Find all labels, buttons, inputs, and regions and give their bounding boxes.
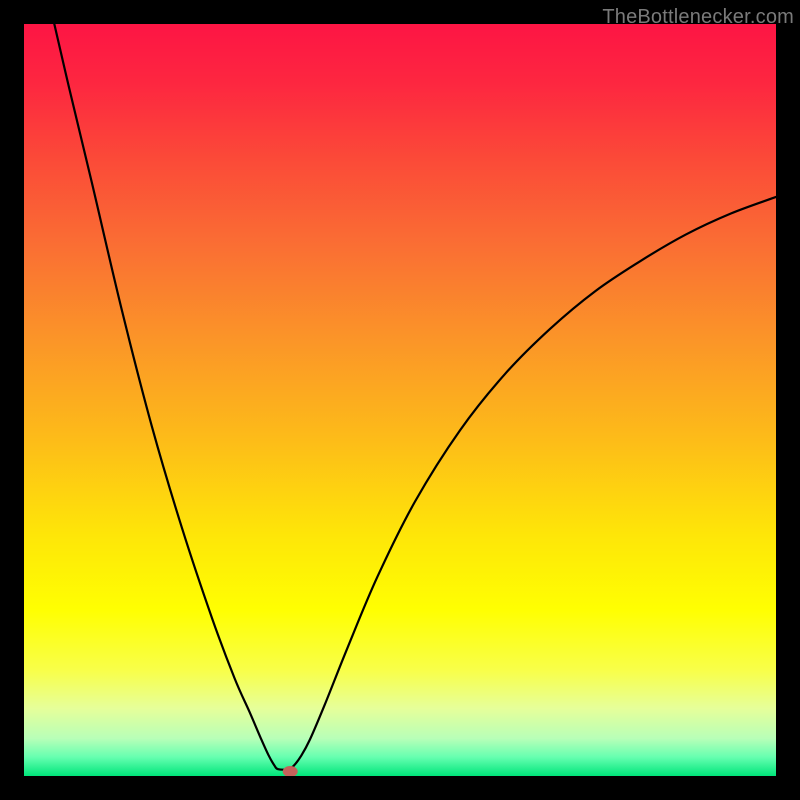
watermark-text: TheBottlenecker.com (602, 6, 794, 29)
optimal-point-marker (283, 766, 298, 777)
bottleneck-chart (0, 0, 800, 800)
plot-background (24, 24, 776, 776)
